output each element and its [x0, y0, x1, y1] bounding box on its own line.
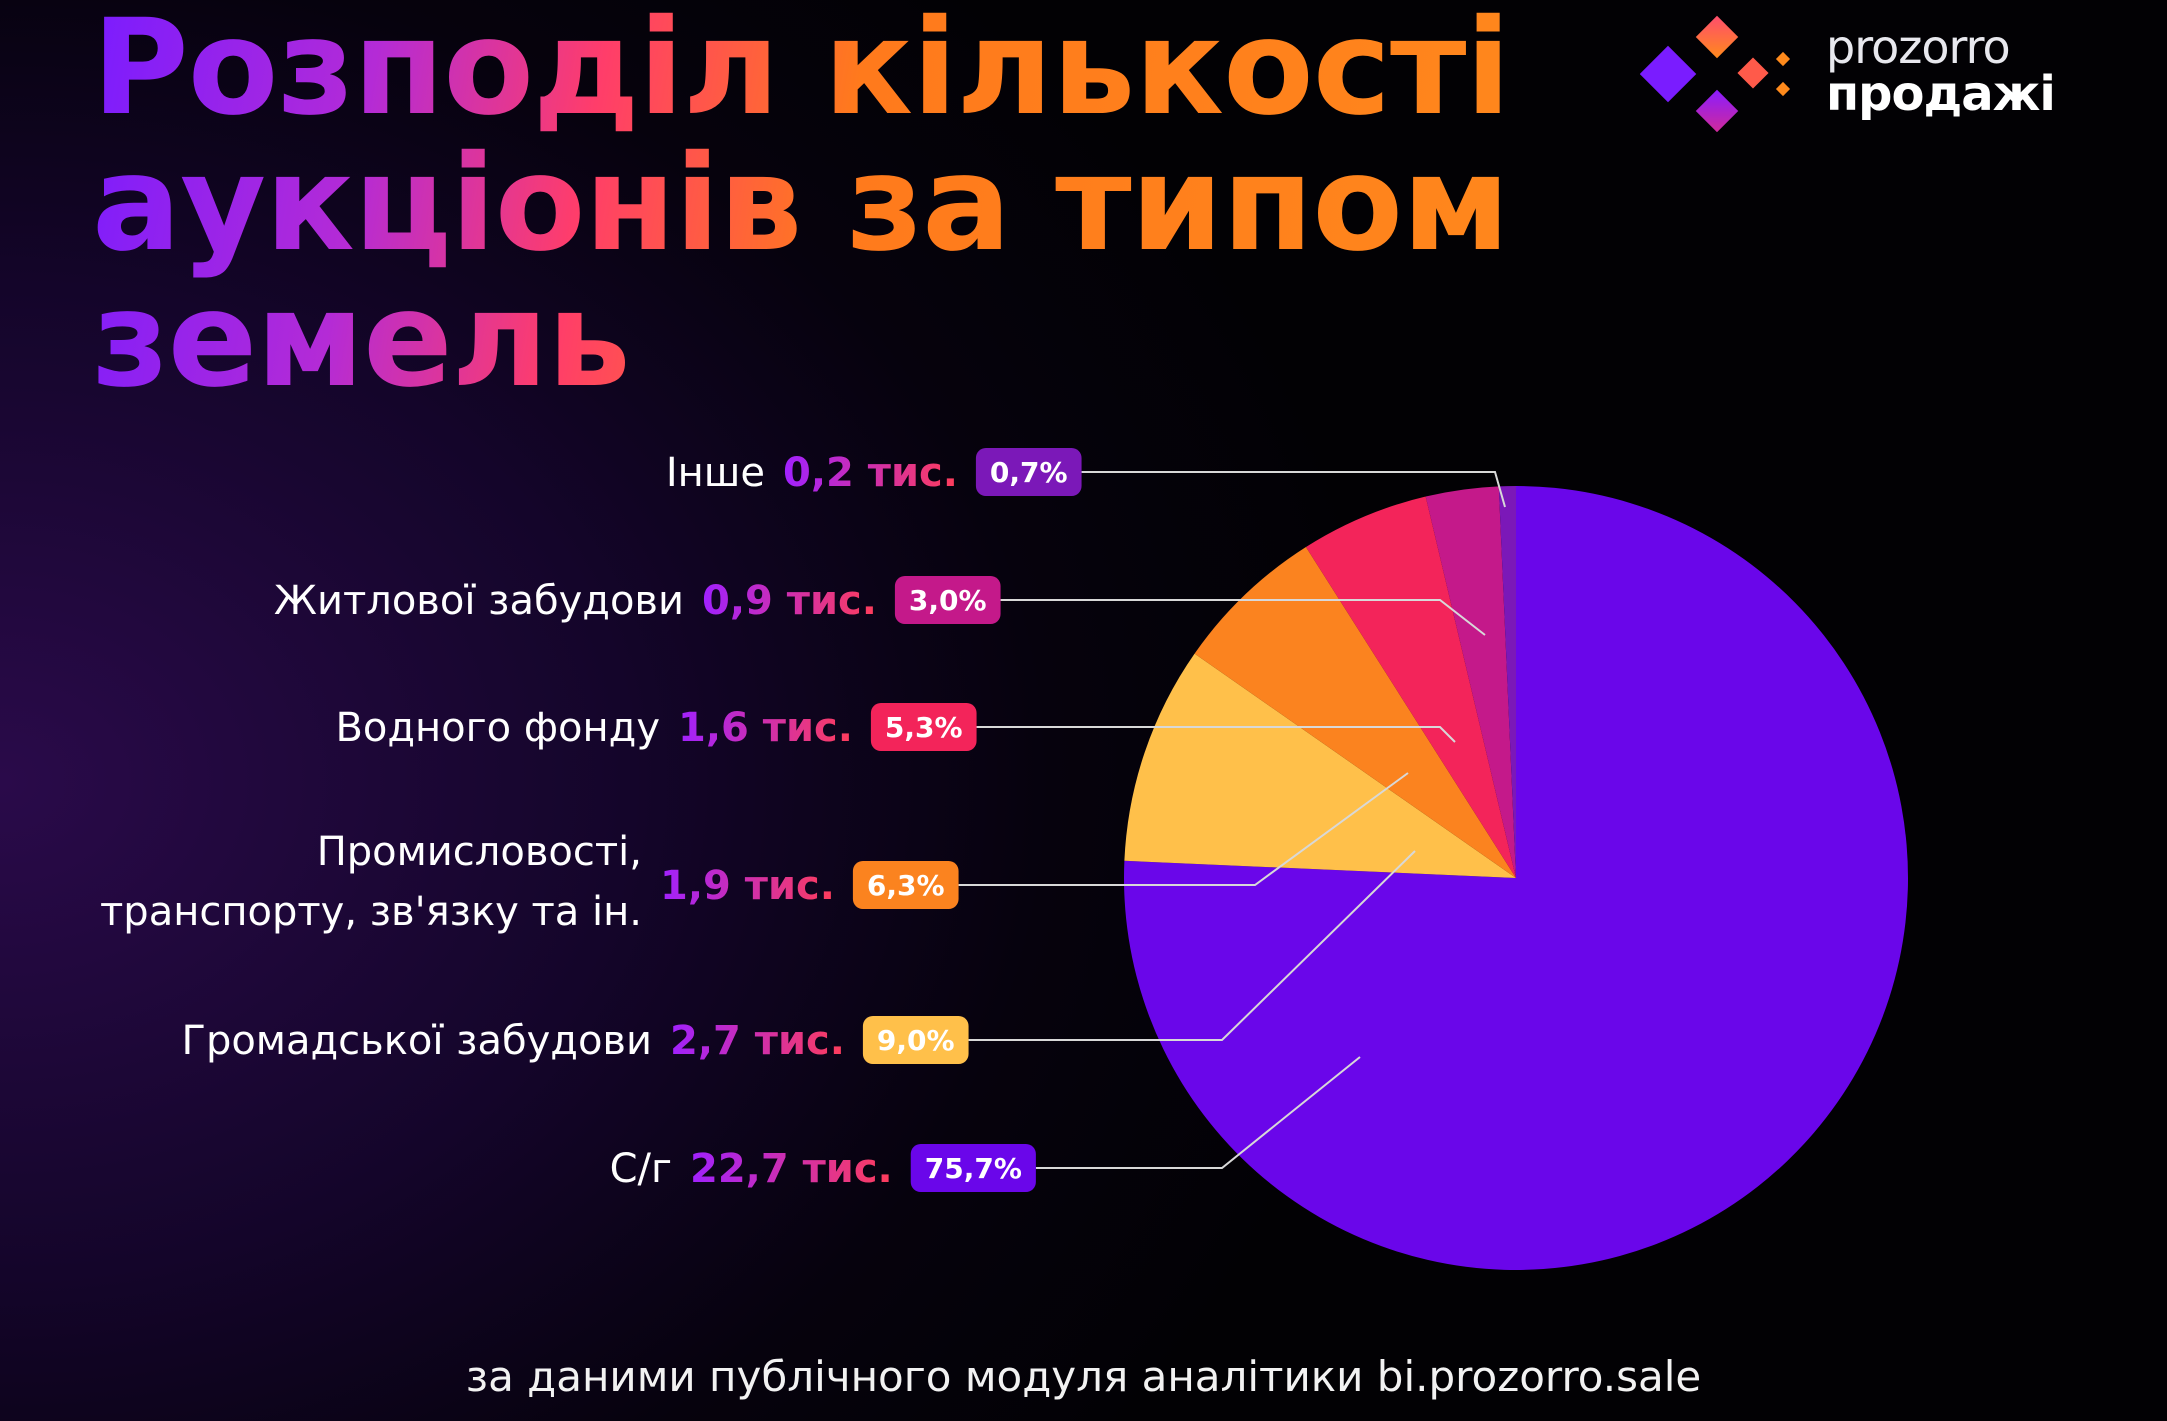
slice-percent-label-4: 3,0%	[909, 584, 987, 617]
slice-label-value-0: 22,7 тис.	[690, 1146, 893, 1192]
leader-line-0	[1035, 1056, 1361, 1169]
slice-percent-label-0: 75,7%	[925, 1152, 1022, 1185]
leader-line-3	[976, 726, 1456, 743]
leader-line-2	[958, 772, 1409, 886]
slice-label-value-2: 1,9 тис.	[660, 863, 835, 909]
slice-percent-badge-2	[852, 861, 959, 909]
slice-percent-label-1: 9,0%	[877, 1024, 955, 1057]
leader-line-1	[968, 850, 1416, 1041]
pie-slice-4	[1425, 486, 1516, 878]
slice-percent-label-2: 6,3%	[867, 869, 945, 902]
slice-percent-badge-3	[870, 703, 977, 751]
prozorro-logo: prozorro продажі	[1639, 12, 2060, 133]
data-source-footer: за даними публічного модуля аналітики bi…	[465, 1352, 1702, 1401]
slice-label-name-2-line-0: Промисловості,	[317, 829, 642, 875]
logo-text-prozorro: prozorro	[1826, 20, 2011, 74]
slice-percent-badge-4	[894, 576, 1001, 624]
slice-label-name-2-line-1: транспорту, зв'язку та ін.	[100, 889, 642, 935]
slice-label-name-4: Житлової забудови	[274, 578, 684, 624]
pie-slice-3	[1305, 496, 1516, 878]
slice-label-value-4: 0,9 тис.	[702, 578, 877, 624]
slice-label-value-3: 1,6 тис.	[678, 705, 853, 751]
leader-line-5	[1081, 471, 1506, 508]
slice-percent-label-3: 5,3%	[885, 711, 963, 744]
slice-label-value-5: 0,2 тис.	[783, 450, 958, 496]
pie-slice-1	[1124, 653, 1516, 878]
slice-label-name-0: С/г	[610, 1146, 672, 1192]
logo-diamonds-icon	[1639, 15, 1791, 133]
slice-label-name-5: Інше	[666, 450, 765, 496]
slice-percent-badge-0	[910, 1144, 1036, 1192]
slice-percent-badge-5	[975, 448, 1082, 496]
logo-text-prodazhi: продажі	[1826, 66, 2056, 122]
slice-percent-badge-1	[862, 1016, 969, 1064]
slice-percent-label-5: 0,7%	[990, 456, 1068, 489]
slice-label-value-1: 2,7 тис.	[670, 1018, 845, 1064]
pie-slice-2	[1194, 547, 1516, 878]
slice-label-name-1: Громадської забудови	[182, 1018, 652, 1064]
slice-label-name-3: Водного фонду	[335, 705, 660, 751]
pie-slice-5	[1498, 486, 1516, 878]
leader-line-4	[1000, 599, 1486, 636]
